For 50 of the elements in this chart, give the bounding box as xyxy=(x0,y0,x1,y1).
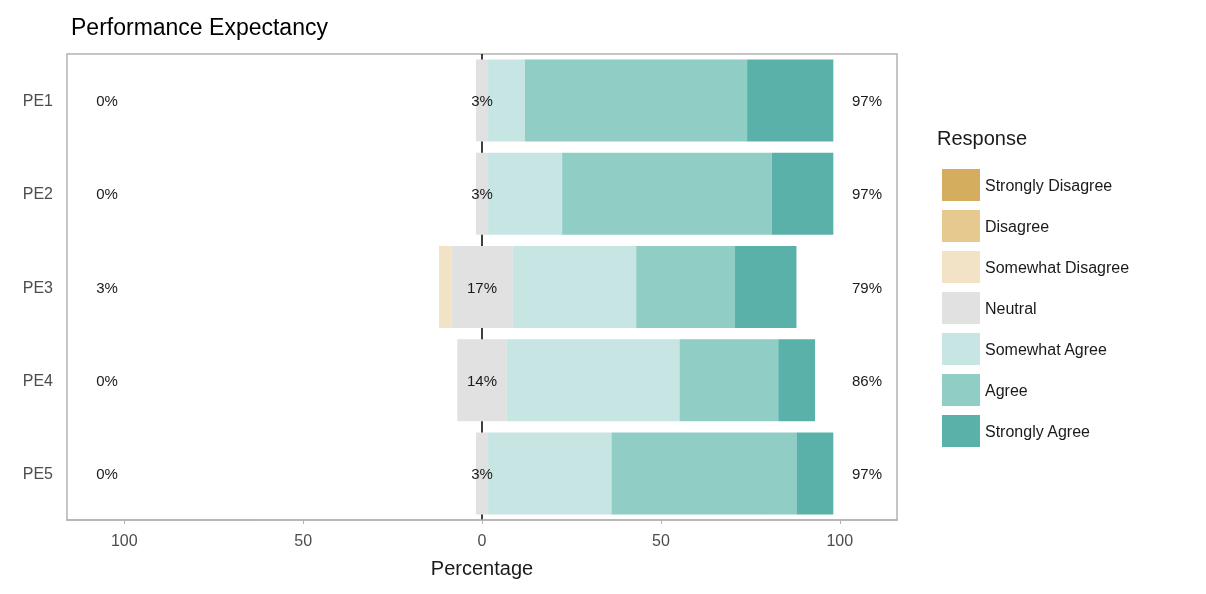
bar xyxy=(734,245,797,329)
legend-label: Agree xyxy=(985,381,1028,399)
legend-label: Somewhat Disagree xyxy=(985,258,1130,276)
y-tick-label: PE4 xyxy=(22,371,54,389)
bar xyxy=(747,59,834,142)
bar xyxy=(524,59,748,142)
data-label: 3% xyxy=(471,92,493,110)
y-tick-label: PE5 xyxy=(22,464,54,482)
x-tick-label: 50 xyxy=(294,531,313,549)
bar xyxy=(562,152,772,235)
legend-label: Strongly Agree xyxy=(985,422,1091,440)
y-tick-label: PE1 xyxy=(22,92,54,110)
bar xyxy=(451,245,513,329)
bar xyxy=(796,432,834,515)
annotation: 97% xyxy=(851,92,883,110)
annotation: 0% xyxy=(96,185,118,203)
data-label: 17% xyxy=(466,278,498,296)
x-tick-label: 0 xyxy=(477,531,487,549)
legend-label: Strongly Disagree xyxy=(985,176,1113,194)
x-tick-label: 50 xyxy=(651,531,670,549)
legend-label: Somewhat Agree xyxy=(985,340,1107,358)
legend-label: Disagree xyxy=(985,217,1050,235)
annotation: 97% xyxy=(851,185,883,203)
bar xyxy=(512,245,637,329)
annotation: 97% xyxy=(851,464,883,482)
y-tick-label: PE3 xyxy=(22,278,54,296)
data-label: 14% xyxy=(466,371,498,389)
bar xyxy=(778,339,816,422)
annotation: 86% xyxy=(851,371,883,389)
bar xyxy=(636,245,735,329)
annotation: 3% xyxy=(96,278,118,296)
annotation: 0% xyxy=(96,464,118,482)
annotation: 0% xyxy=(96,92,118,110)
data-label: 3% xyxy=(471,185,493,203)
legend-label: Neutral xyxy=(985,299,1037,317)
chart-title: Performance Expectancy xyxy=(71,13,329,40)
bar xyxy=(771,152,834,235)
bar xyxy=(611,432,797,515)
bar xyxy=(679,339,779,422)
bar xyxy=(439,245,452,329)
legend-title: Response xyxy=(937,127,1028,149)
bar xyxy=(506,339,680,422)
annotation: 0% xyxy=(96,371,118,389)
x-tick-label: 100 xyxy=(110,531,138,549)
bar xyxy=(457,339,507,422)
data-label: 3% xyxy=(471,464,493,482)
y-tick-label: PE2 xyxy=(22,185,54,203)
x-axis-title: Percentage xyxy=(430,557,534,579)
annotation: 79% xyxy=(851,278,883,296)
x-tick-label: 100 xyxy=(826,531,854,549)
